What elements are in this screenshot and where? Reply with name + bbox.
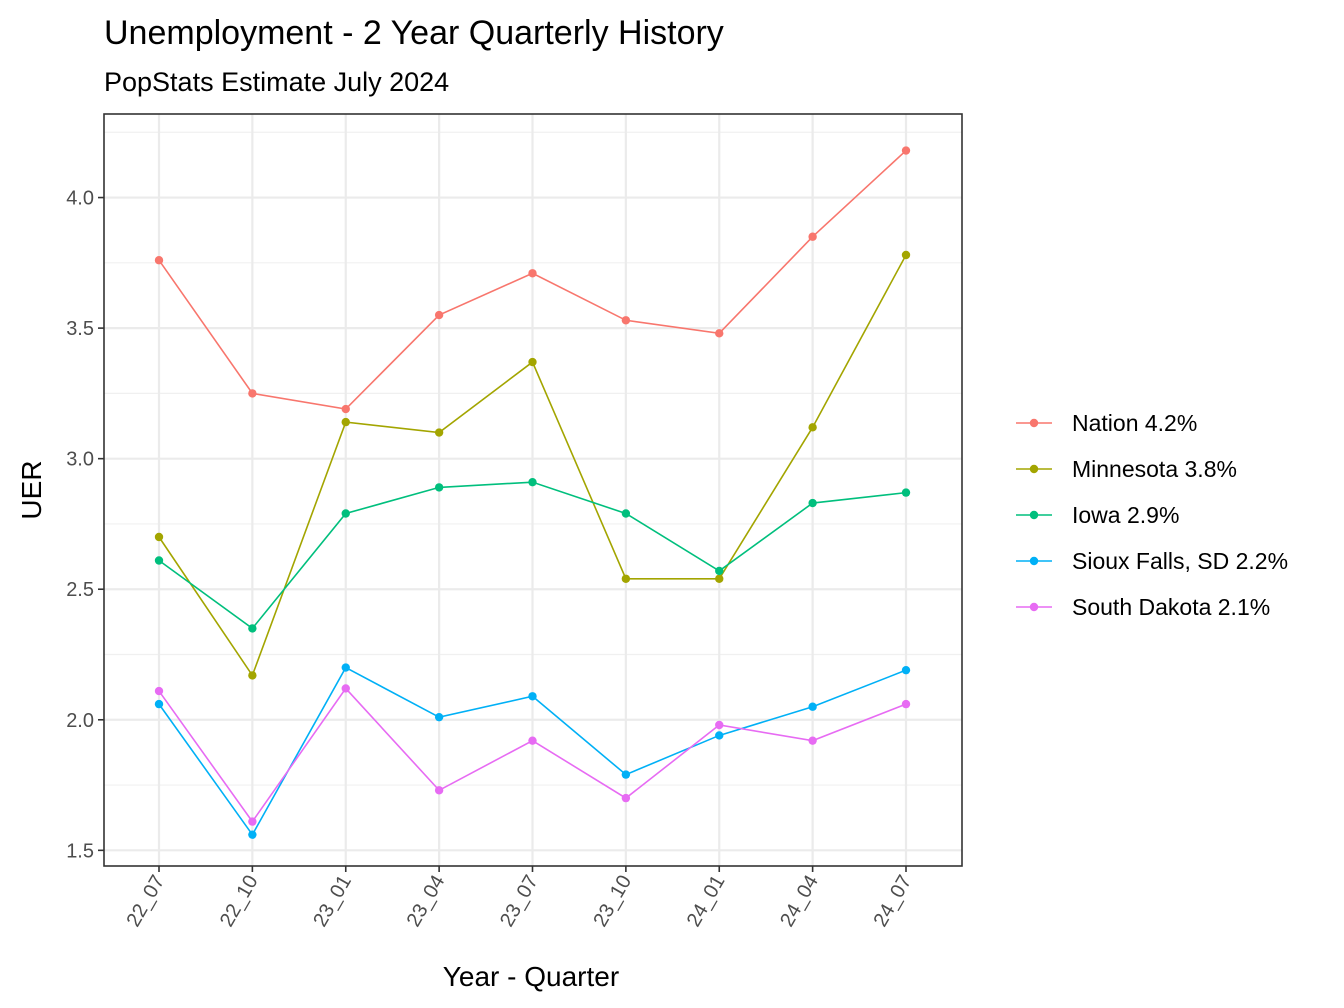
legend-label: South Dakota 2.1%: [1072, 594, 1270, 620]
data-point: [808, 498, 817, 508]
x-tick-label: 22_10: [216, 872, 263, 931]
data-point: [715, 731, 724, 740]
y-tick-label: 3.5: [66, 318, 94, 340]
data-point: [528, 692, 537, 701]
data-point: [808, 423, 817, 432]
data-point: [621, 509, 631, 518]
y-tick-label: 3.0: [66, 449, 94, 471]
data-point: [808, 736, 817, 745]
x-tick-label: 23_01: [309, 872, 356, 931]
data-point: [248, 830, 257, 839]
data-point: [434, 786, 444, 795]
data-point: [715, 574, 724, 583]
legend-key-point: [1029, 602, 1039, 612]
y-tick-label: 1.5: [66, 840, 94, 862]
data-point: [154, 532, 164, 542]
data-point: [901, 665, 911, 675]
legend-label: Sioux Falls, SD 2.2%: [1072, 548, 1288, 574]
data-point: [621, 770, 631, 779]
data-point: [528, 477, 537, 487]
series-group: [154, 684, 911, 826]
data-point: [434, 712, 444, 722]
data-point: [621, 574, 631, 583]
data-point: [434, 483, 444, 492]
legend-key-point: [1029, 418, 1039, 428]
data-point: [715, 566, 724, 576]
x-tick-label: 24_01: [683, 872, 730, 931]
y-axis: 1.5 2.0 2.5 3.0 3.5 4.0: [66, 188, 104, 862]
legend-label: Iowa 2.9%: [1072, 502, 1179, 528]
data-point: [154, 699, 164, 709]
data-point: [341, 417, 350, 427]
data-point: [528, 269, 537, 278]
data-point: [528, 357, 537, 367]
data-point: [248, 817, 257, 826]
data-point: [341, 404, 350, 414]
data-point: [715, 720, 724, 730]
chart-subtitle: PopStats Estimate July 2024: [104, 67, 449, 97]
data-point: [248, 671, 257, 680]
data-point: [901, 250, 911, 260]
series-layer: [154, 146, 911, 839]
data-point: [434, 428, 444, 437]
y-axis-title: UER: [16, 460, 47, 519]
grid-lines: [104, 114, 962, 866]
legend-key-point: [1029, 464, 1039, 474]
y-tick-label: 2.5: [66, 579, 94, 601]
data-point: [621, 316, 631, 325]
legend-label: Nation 4.2%: [1072, 410, 1197, 436]
series-group: [154, 146, 911, 414]
data-point: [248, 624, 257, 633]
data-point: [901, 699, 911, 709]
legend-key-point: [1029, 510, 1039, 520]
x-axis: 22_07 22_10 23_01 23_04 23_07 23_10 24_01 24_04…: [122, 866, 916, 931]
x-tick-label: 23_10: [589, 872, 636, 931]
y-tick-label: 2.0: [66, 710, 94, 732]
y-tick-label: 4.0: [66, 188, 94, 210]
x-axis-title: Year - Quarter: [443, 961, 619, 992]
legend-key-point: [1029, 556, 1039, 566]
data-point: [715, 329, 724, 338]
data-point: [808, 702, 817, 711]
data-point: [154, 556, 164, 565]
data-point: [154, 686, 164, 696]
x-tick-label: 23_07: [496, 872, 543, 931]
series-group: [154, 663, 911, 839]
chart-title: Unemployment - 2 Year Quarterly History: [104, 14, 724, 52]
data-point: [341, 509, 350, 518]
data-point: [248, 389, 257, 398]
data-point: [528, 736, 537, 745]
x-tick-label: 24_04: [776, 872, 823, 931]
x-tick-label: 22_07: [122, 872, 169, 931]
data-point: [341, 663, 350, 672]
x-tick-label: 23_04: [403, 872, 450, 931]
legend: Nation 4.2% Minnesota 3.8% Iowa 2.9% Sioux …: [1016, 410, 1288, 620]
data-point: [154, 256, 164, 265]
x-tick-label: 24_07: [869, 872, 916, 931]
data-point: [434, 310, 444, 320]
series-group: [154, 477, 911, 633]
data-point: [901, 146, 911, 155]
data-point: [341, 684, 350, 693]
data-point: [901, 488, 911, 497]
data-point: [621, 793, 631, 803]
legend-label: Minnesota 3.8%: [1072, 456, 1237, 482]
data-point: [808, 232, 817, 241]
